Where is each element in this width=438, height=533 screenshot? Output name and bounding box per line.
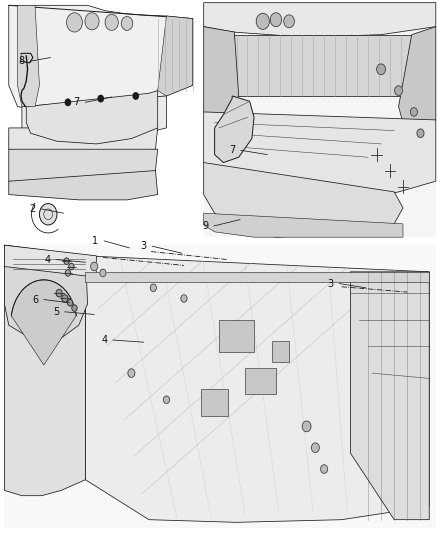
Circle shape [395, 86, 403, 95]
Circle shape [39, 204, 57, 225]
Text: 5: 5 [53, 307, 59, 317]
Polygon shape [9, 5, 193, 112]
Circle shape [72, 305, 77, 311]
Text: 7: 7 [74, 98, 80, 107]
Circle shape [133, 93, 138, 99]
Polygon shape [204, 213, 403, 237]
Polygon shape [234, 35, 412, 96]
Circle shape [64, 258, 69, 264]
Text: 7: 7 [229, 146, 235, 155]
Circle shape [121, 17, 133, 30]
Polygon shape [204, 27, 239, 120]
Polygon shape [4, 245, 88, 341]
Circle shape [67, 13, 82, 32]
Polygon shape [9, 171, 158, 200]
Text: 6: 6 [33, 295, 39, 304]
Text: 4: 4 [101, 335, 107, 345]
Polygon shape [85, 256, 429, 522]
Circle shape [256, 13, 269, 29]
Text: 3: 3 [141, 241, 147, 251]
Text: 4: 4 [44, 255, 50, 264]
Text: 1: 1 [92, 236, 99, 246]
Polygon shape [11, 280, 76, 365]
Circle shape [284, 15, 294, 28]
Circle shape [69, 263, 74, 270]
Circle shape [311, 443, 319, 453]
Polygon shape [26, 91, 158, 144]
Circle shape [321, 465, 328, 473]
Circle shape [105, 14, 118, 30]
Polygon shape [9, 128, 158, 160]
Circle shape [100, 269, 106, 277]
Circle shape [65, 270, 71, 276]
Text: 2: 2 [30, 204, 36, 214]
Circle shape [181, 295, 187, 302]
Circle shape [377, 64, 385, 75]
Polygon shape [9, 149, 158, 187]
Bar [245, 368, 276, 394]
Polygon shape [4, 245, 436, 528]
Polygon shape [158, 16, 193, 96]
Polygon shape [4, 245, 85, 496]
Circle shape [56, 289, 62, 297]
Polygon shape [204, 3, 436, 37]
Bar [201, 389, 228, 416]
Polygon shape [85, 272, 429, 282]
Polygon shape [204, 163, 403, 237]
Circle shape [67, 300, 73, 306]
Text: 3: 3 [328, 279, 334, 288]
Text: 9: 9 [202, 221, 208, 231]
Circle shape [91, 262, 98, 271]
Circle shape [163, 396, 170, 403]
Circle shape [65, 99, 71, 106]
Bar [219, 320, 254, 352]
Bar [272, 341, 289, 362]
Polygon shape [18, 5, 39, 107]
Circle shape [270, 13, 282, 27]
Circle shape [128, 369, 135, 377]
Text: 8: 8 [18, 56, 24, 66]
Circle shape [150, 284, 156, 292]
Polygon shape [21, 53, 33, 63]
Circle shape [98, 95, 103, 102]
Circle shape [85, 13, 99, 30]
Polygon shape [215, 96, 254, 163]
Polygon shape [350, 272, 429, 520]
Polygon shape [399, 27, 436, 128]
Polygon shape [4, 245, 96, 277]
Polygon shape [204, 3, 436, 237]
Circle shape [410, 108, 417, 116]
Circle shape [302, 421, 311, 432]
Polygon shape [204, 112, 436, 211]
Circle shape [62, 295, 68, 302]
Circle shape [417, 129, 424, 138]
Polygon shape [22, 96, 166, 144]
